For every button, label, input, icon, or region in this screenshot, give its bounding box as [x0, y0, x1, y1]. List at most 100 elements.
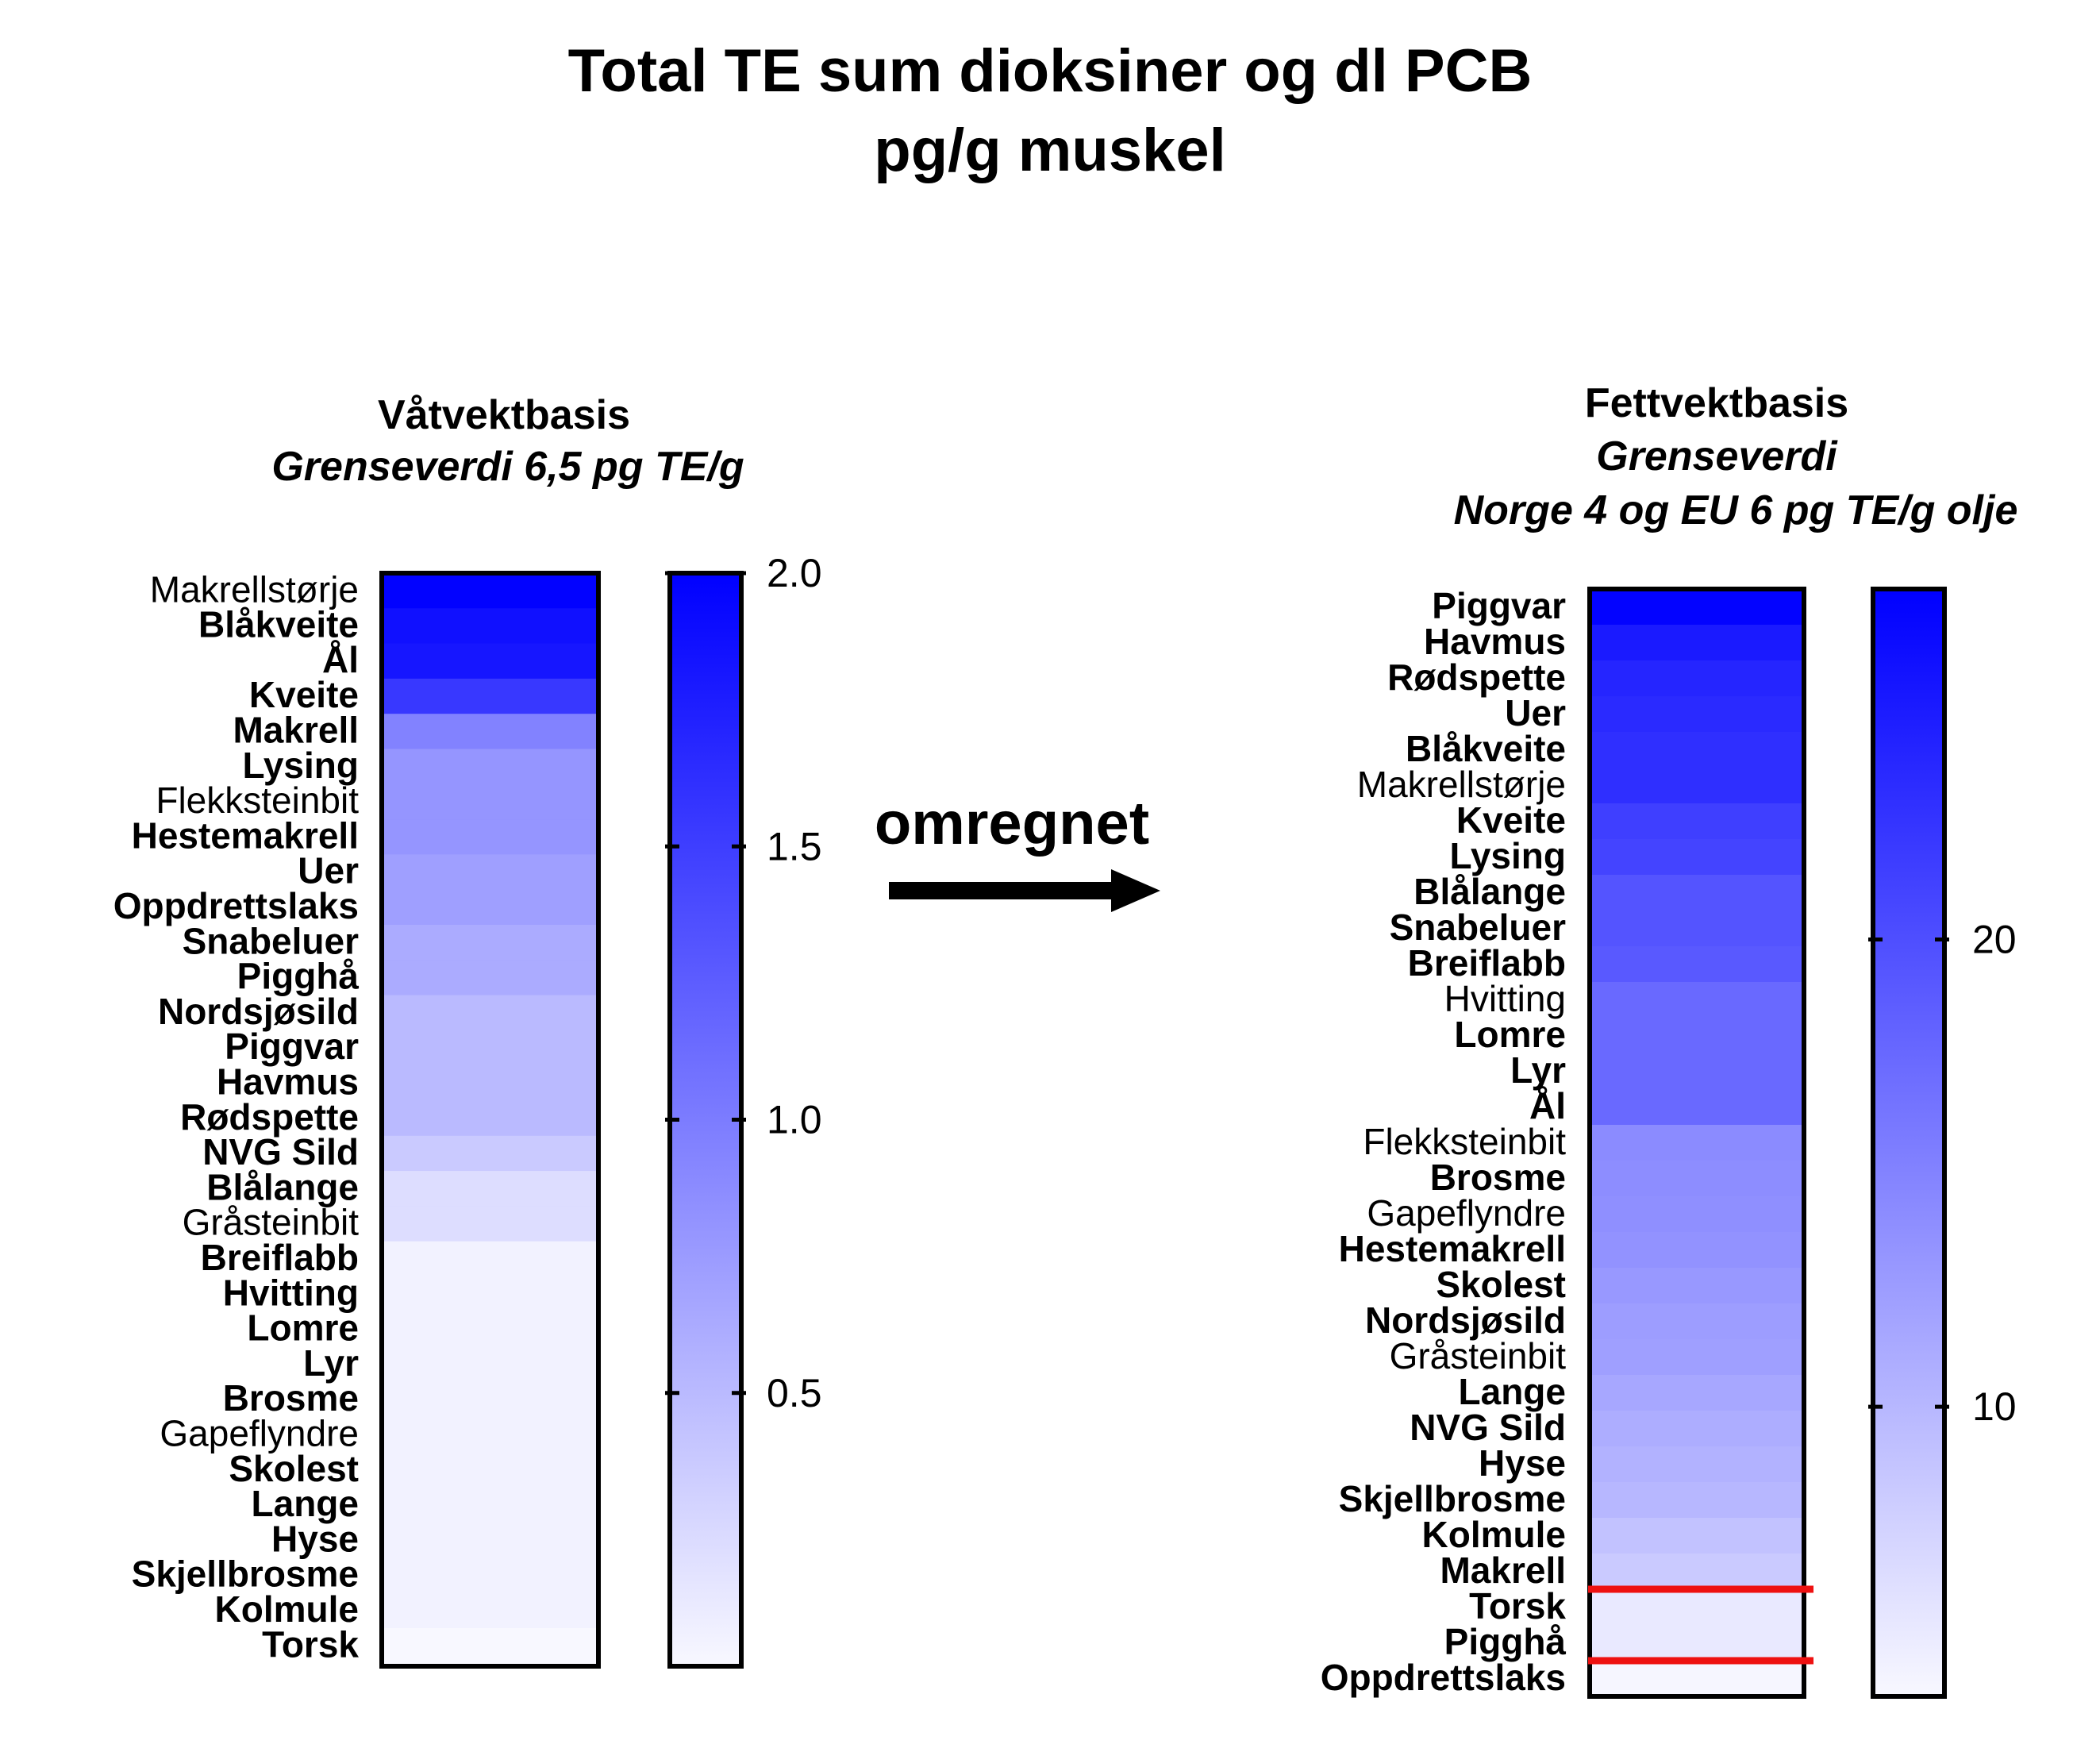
row-label: Hvitting — [1444, 978, 1566, 1019]
heatmap-cell — [1590, 982, 1804, 1018]
row-label: Lomre — [247, 1307, 359, 1349]
heatmap-panel-0: MakrellstørjeBlåkveiteÅlKveiteMakrellLys… — [113, 551, 822, 1669]
heatmap-cell — [382, 1311, 598, 1348]
scale-tick-label: 1.5 — [767, 824, 822, 868]
row-label: Torsk — [262, 1623, 359, 1665]
heatmap-cell — [382, 1487, 598, 1523]
heatmap-cell — [382, 925, 598, 961]
row-label: Kolmule — [215, 1588, 359, 1630]
row-label: Lange — [1459, 1371, 1566, 1412]
heatmap-cell — [1590, 1303, 1804, 1340]
arrow-head-icon — [1111, 869, 1160, 912]
heatmap-cell — [382, 1381, 598, 1418]
row-label: Nordsjøsild — [1365, 1299, 1566, 1341]
row-label: Brosme — [223, 1377, 359, 1419]
heatmap-cell — [1590, 1482, 1804, 1519]
arrow-label: omregnet — [875, 790, 1149, 857]
row-label: Hyse — [1479, 1442, 1566, 1484]
scale-tick-label: 1.0 — [767, 1098, 822, 1142]
row-label: Makrellstørje — [150, 568, 359, 610]
heatmap-cell — [382, 1557, 598, 1594]
heatmap-cell — [382, 1065, 598, 1102]
row-label: Lomre — [1454, 1014, 1566, 1055]
heatmap-cell — [382, 819, 598, 856]
heatmap-cell — [382, 1452, 598, 1488]
heatmap-cell — [1590, 1446, 1804, 1483]
row-label: Torsk — [1469, 1585, 1566, 1627]
heatmap-cell — [382, 995, 598, 1031]
heatmap-cell — [382, 678, 598, 714]
row-label: Blåkveite — [198, 604, 359, 645]
heatmap-cell — [1590, 1053, 1804, 1090]
heatmap-cell — [1590, 911, 1804, 947]
row-label: Uer — [1505, 692, 1566, 733]
heatmap-cell — [382, 1417, 598, 1453]
heatmap-cell — [1590, 1411, 1804, 1447]
row-label: Lysing — [242, 745, 359, 786]
row-label: Kveite — [249, 674, 359, 715]
row-label: Lysing — [1449, 835, 1566, 876]
row-label: Rødspette — [180, 1096, 359, 1138]
chart-subtitle: pg/g muskel — [874, 117, 1225, 184]
heatmap-cell — [1590, 625, 1804, 661]
heatmap-cell — [1590, 1339, 1804, 1376]
heatmap-cell — [1590, 839, 1804, 876]
left-panel-title: Våtvektbasis — [378, 392, 630, 438]
row-label: Makrellstørje — [1357, 764, 1566, 805]
heatmap-cell — [1590, 768, 1804, 804]
row-label: Lyr — [1510, 1049, 1566, 1091]
row-label: Havmus — [217, 1061, 359, 1103]
row-label: Flekksteinbit — [1363, 1121, 1566, 1162]
right-panel-subtitle-line1: Grenseverdi — [1596, 433, 1838, 479]
row-label: Makrell — [1440, 1550, 1566, 1591]
row-label: Pigghå — [237, 956, 360, 997]
heatmap-cell — [382, 1628, 598, 1665]
heatmap-cell — [382, 1241, 598, 1277]
heatmap-cell — [1590, 660, 1804, 697]
heatmap-cell — [382, 749, 598, 785]
row-label: Kolmule — [1422, 1514, 1566, 1555]
scale-tick-label: 0.5 — [767, 1371, 822, 1415]
right-panel-subtitle-line2: Norge 4 og EU 6 pg TE/g olje — [1454, 487, 2018, 533]
row-label: Snabeluer — [1390, 907, 1567, 948]
heatmap-cell — [382, 573, 598, 610]
heatmap-cell — [382, 643, 598, 680]
row-label: Lange — [252, 1483, 359, 1524]
heatmap-cell — [1590, 946, 1804, 983]
left-panel-subtitle: Grenseverdi 6,5 pg TE/g — [271, 444, 744, 490]
heatmap-cell — [382, 1346, 598, 1383]
row-label: Ål — [1529, 1085, 1566, 1126]
heatmap-cell — [382, 854, 598, 891]
heatmap-cell — [382, 1592, 598, 1629]
row-label: Skjellbrosme — [132, 1554, 359, 1595]
row-label: Oppdrettslaks — [1321, 1657, 1566, 1698]
scale-tick-label: 10 — [1972, 1384, 2017, 1429]
row-label: Snabeluer — [183, 920, 360, 961]
heatmap-cell — [1590, 1196, 1804, 1233]
row-label: Gapeflyndre — [160, 1413, 359, 1454]
row-label: Kveite — [1456, 799, 1566, 841]
heatmap-cell — [1590, 1089, 1804, 1126]
conversion-arrow: omregnet — [875, 790, 1160, 912]
heatmap-cell — [1590, 1161, 1804, 1197]
row-label: Havmus — [1424, 621, 1566, 662]
row-label: Hestemakrell — [1339, 1228, 1566, 1269]
row-label: Pigghå — [1444, 1621, 1567, 1662]
heatmap-frame — [379, 571, 601, 1669]
heatmap-cell — [1590, 1661, 1804, 1697]
row-label: Blålange — [206, 1166, 359, 1207]
row-label: Brosme — [1430, 1157, 1566, 1198]
heatmap-frame — [1587, 587, 1806, 1699]
row-label: Uer — [298, 850, 359, 891]
heatmap-cell — [1590, 1375, 1804, 1411]
heatmap-cell — [1590, 875, 1804, 911]
row-label: Flekksteinbit — [156, 780, 359, 821]
row-label: Rødspette — [1387, 656, 1566, 698]
row-label: Ål — [322, 639, 359, 680]
heatmap-cell — [1590, 1232, 1804, 1269]
row-label: Skolest — [229, 1448, 359, 1489]
row-label: Hvitting — [223, 1272, 359, 1313]
row-label: Oppdrettslaks — [113, 885, 359, 926]
row-label: Hestemakrell — [132, 814, 359, 856]
